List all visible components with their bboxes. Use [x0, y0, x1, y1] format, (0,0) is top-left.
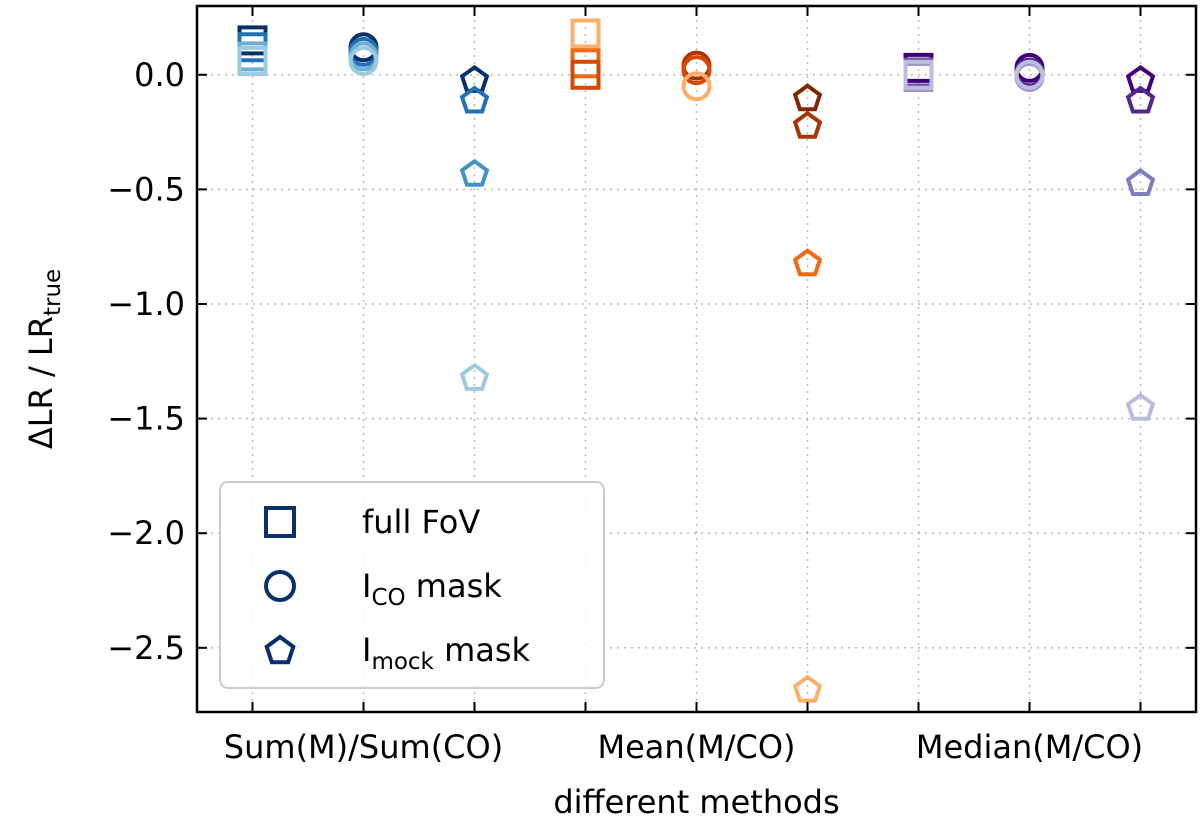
legend-box [219, 481, 605, 689]
legend-label: Imock mask [362, 631, 531, 675]
data-point-pentagon [1125, 392, 1156, 421]
y-tick-label: −1.5 [107, 400, 185, 438]
data-point-pentagon [792, 248, 823, 277]
legend-label-subscript: mock [371, 649, 434, 675]
legend-label-suffix: mask [406, 567, 503, 605]
data-point-square [570, 18, 601, 49]
data-point-square [237, 46, 268, 77]
data-point-pentagon [792, 83, 823, 112]
data-point-circle [348, 46, 379, 77]
legend-marker-pentagon [264, 634, 296, 665]
data-point-square [903, 59, 934, 90]
legend-label-main: full FoV [362, 503, 480, 541]
data-point-pentagon [792, 110, 823, 139]
data-point-pentagon [792, 674, 823, 703]
x-tick-label: Mean(M/CO) [597, 728, 795, 766]
axis-ticks: 0.0 −0.5 −1.0 −1.5 −2.0 −2.5 Sum(M)/Sum(CO) Mea… [107, 6, 1196, 766]
legend-label: ICO mask [362, 567, 502, 611]
data-point-pentagon [1125, 64, 1156, 93]
data-point-pentagon [1125, 168, 1156, 196]
y-tick-label: −1.0 [107, 285, 185, 323]
data-point-pentagon [459, 64, 490, 93]
y-axis-label-main: ΔLR / LR [22, 316, 60, 449]
data-point-pentagon [1125, 85, 1156, 114]
y-tick-label: −0.5 [107, 170, 185, 208]
data-point-pentagon [459, 158, 490, 187]
y-tick-label: 0.0 [134, 56, 185, 94]
y-axis-label: ΔLR / LRtrue [22, 269, 66, 449]
data-point-circle [681, 71, 712, 102]
data-point-pentagon [459, 362, 490, 391]
data-point-circle [681, 55, 712, 86]
legend-marker-circle [264, 570, 296, 602]
legend-label: full FoV [362, 503, 480, 541]
x-axis-label: different methods [553, 783, 839, 821]
legend-label-subscript: CO [371, 585, 405, 611]
data-points [237, 18, 1156, 703]
legend-label-main: I [362, 567, 371, 605]
legend-label-main: I [362, 631, 371, 669]
y-axis-label-subscript: true [40, 269, 66, 316]
data-point-circle [1014, 59, 1045, 90]
y-tick-label: −2.5 [107, 629, 185, 667]
x-tick-label: Median(M/CO) [916, 728, 1143, 766]
legend-label-suffix: mask [434, 631, 531, 669]
x-tick-label: Sum(M)/Sum(CO) [224, 728, 503, 766]
data-point-pentagon [459, 85, 490, 114]
legend-marker-square [264, 506, 296, 538]
data-point-square [570, 59, 601, 90]
y-tick-label: −2.0 [107, 514, 185, 552]
